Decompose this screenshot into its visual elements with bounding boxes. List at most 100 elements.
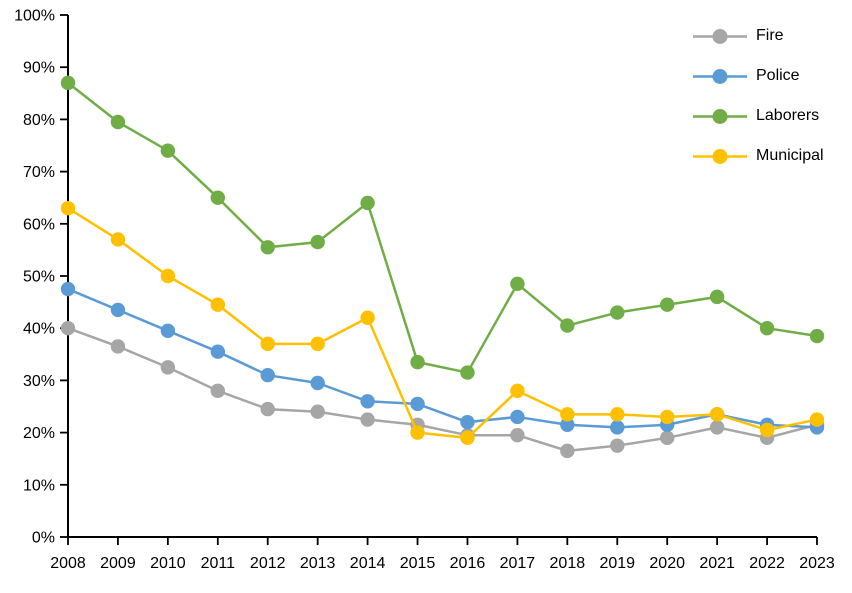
legend-item-police: Police	[692, 56, 824, 96]
x-axis-label: 2019	[599, 555, 635, 572]
data-point-municipal-2012	[260, 336, 275, 352]
legend-item-laborers: Laborers	[692, 96, 824, 136]
x-axis-label: 2011	[201, 555, 236, 572]
police-line-marker-icon	[693, 68, 747, 84]
legend: Fire Police Laborers Municipal	[692, 16, 824, 176]
data-point-fire-2011	[210, 383, 225, 399]
y-axis-label: 40%	[23, 321, 55, 338]
data-point-municipal-2023	[809, 412, 825, 427]
x-axis-label: 2017	[500, 555, 536, 572]
data-point-laborers-2016	[460, 365, 475, 380]
legend-label-police: Police	[756, 67, 800, 84]
x-axis-label: 2009	[100, 555, 136, 572]
data-point-fire-2013	[310, 404, 325, 419]
legend-label-municipal: Municipal	[756, 147, 824, 164]
data-point-police-2011	[210, 344, 225, 359]
data-point-municipal-2016	[460, 430, 475, 446]
x-axis-label: 2023	[799, 555, 835, 572]
y-axis-label: 60%	[23, 216, 55, 233]
x-axis-label: 2013	[300, 555, 336, 572]
data-point-municipal-2018	[560, 407, 575, 422]
y-axis-label: 30%	[23, 373, 55, 390]
y-axis-label: 100%	[14, 8, 55, 25]
x-axis-label: 2022	[749, 555, 785, 572]
data-point-police-2015	[410, 396, 425, 412]
y-axis-label: 50%	[23, 269, 55, 286]
data-point-laborers-2018	[560, 318, 575, 333]
y-axis-label: 70%	[23, 164, 55, 181]
legend-label-laborers: Laborers	[756, 107, 820, 124]
data-point-fire-2009	[110, 339, 126, 354]
data-point-municipal-2008	[60, 200, 76, 216]
data-point-police-2016	[460, 414, 475, 430]
x-axis-label: 2016	[450, 555, 486, 572]
y-axis-label: 20%	[23, 425, 55, 442]
data-point-municipal-2017	[510, 383, 525, 399]
series-line-fire	[66, 326, 819, 453]
data-point-fire-2014	[360, 412, 375, 427]
y-axis-label: 80%	[23, 112, 55, 129]
data-point-laborers-2014	[360, 195, 375, 211]
data-point-laborers-2009	[110, 114, 126, 130]
data-point-laborers-2015	[410, 354, 425, 370]
data-point-fire-2010	[160, 360, 176, 375]
data-point-police-2010	[160, 323, 176, 339]
data-point-municipal-2021	[709, 407, 725, 422]
data-point-police-2019	[610, 420, 625, 435]
data-point-laborers-2012	[260, 240, 275, 255]
data-point-laborers-2010	[160, 143, 176, 158]
x-axis-label: 2021	[699, 555, 735, 572]
legend-item-fire: Fire	[692, 16, 824, 56]
data-point-municipal-2022	[759, 422, 775, 438]
data-point-municipal-2015	[410, 425, 425, 440]
x-axis-label: 2015	[400, 555, 436, 572]
y-axis-label: 90%	[23, 60, 55, 77]
data-point-police-2013	[310, 375, 325, 391]
data-point-laborers-2022	[759, 321, 775, 336]
data-point-police-2018	[560, 417, 575, 432]
data-point-laborers-2011	[210, 190, 225, 205]
y-axis-label: 0%	[32, 530, 55, 547]
data-point-police-2008	[60, 281, 76, 297]
data-point-municipal-2009	[110, 232, 126, 247]
laborers-line-marker-icon	[693, 108, 747, 124]
data-point-fire-2012	[260, 401, 275, 417]
data-point-fire-2020	[660, 430, 675, 446]
data-point-municipal-2010	[160, 268, 176, 284]
x-axis-label: 2008	[50, 555, 86, 572]
series-line-police	[66, 287, 819, 429]
data-point-fire-2019	[610, 438, 625, 453]
x-axis-label: 2020	[649, 555, 685, 572]
data-point-fire-2008	[60, 321, 76, 336]
x-axis-label: 2018	[550, 555, 586, 572]
data-point-police-2014	[360, 394, 375, 409]
x-axis-label: 2010	[150, 555, 186, 572]
data-point-laborers-2013	[310, 234, 325, 250]
data-point-municipal-2019	[610, 407, 625, 422]
data-point-fire-2018	[560, 443, 575, 459]
x-axis-label: 2012	[250, 555, 286, 572]
data-point-municipal-2014	[360, 310, 375, 325]
data-point-laborers-2021	[709, 289, 725, 305]
series-line-laborers	[66, 81, 819, 374]
data-point-laborers-2019	[610, 305, 625, 320]
legend-item-municipal: Municipal	[692, 136, 824, 176]
municipal-line-marker-icon	[693, 148, 747, 164]
fire-line-marker-icon	[693, 28, 747, 44]
data-point-laborers-2008	[60, 75, 76, 91]
data-point-fire-2017	[510, 428, 525, 443]
data-point-laborers-2020	[660, 297, 675, 312]
data-point-laborers-2017	[510, 276, 525, 292]
x-axis-label: 2014	[350, 555, 386, 572]
y-axis-label: 10%	[23, 477, 55, 494]
legend-label-fire: Fire	[756, 27, 784, 44]
data-point-municipal-2011	[210, 297, 225, 312]
data-point-municipal-2013	[310, 336, 325, 352]
data-point-laborers-2023	[809, 328, 825, 344]
data-point-police-2009	[110, 302, 126, 318]
data-point-municipal-2020	[660, 409, 675, 425]
series-line-municipal	[66, 206, 819, 440]
data-point-fire-2021	[709, 420, 725, 435]
